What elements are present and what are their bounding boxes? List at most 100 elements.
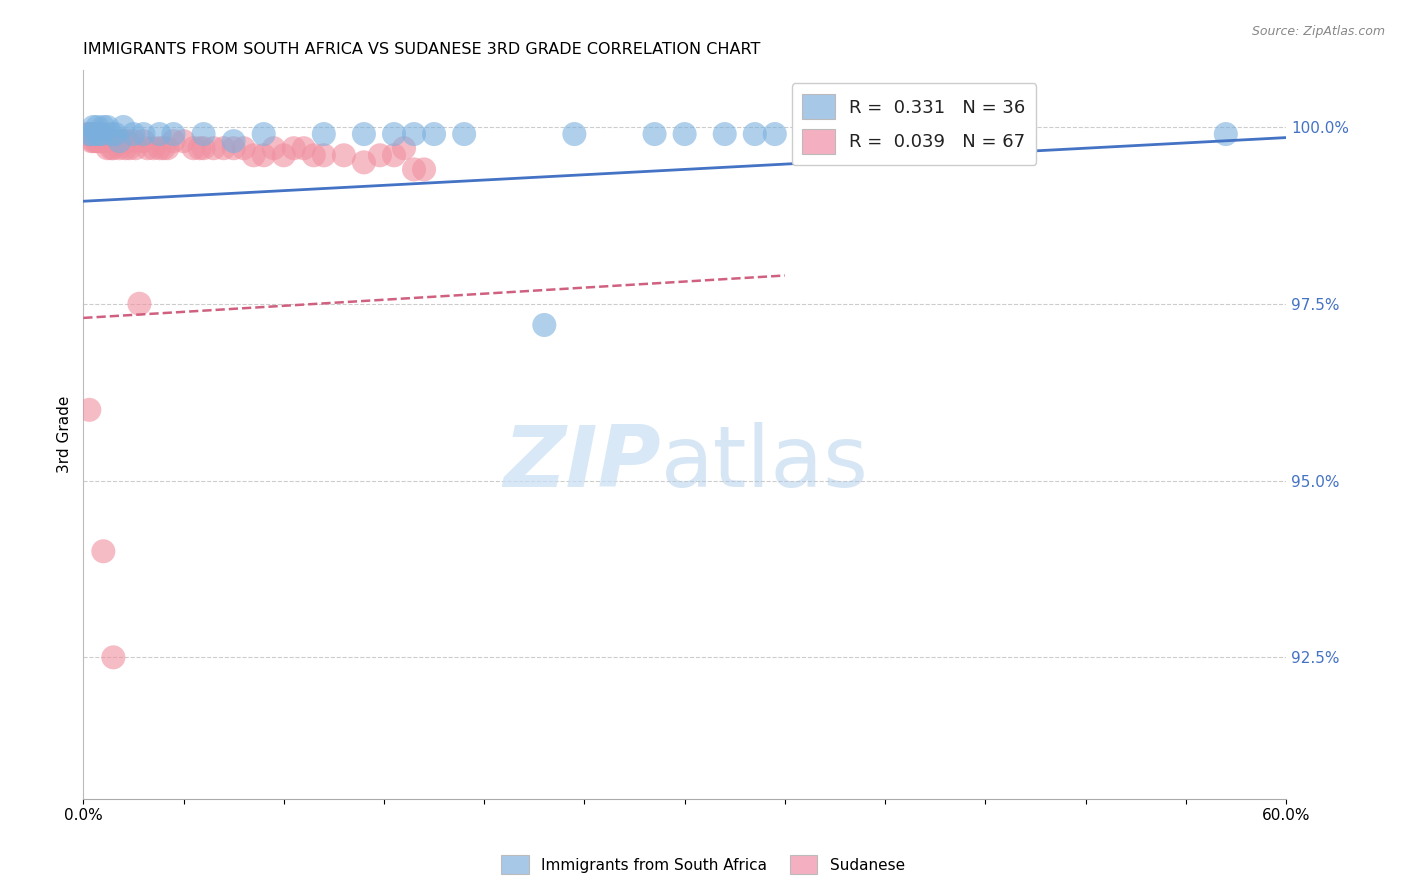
Point: [222, 134, 245, 148]
Point: [413, 162, 436, 177]
Point: [79, 127, 101, 141]
Point: [82, 120, 104, 134]
Legend: R =  0.331   N = 36, R =  0.039   N = 67: R = 0.331 N = 36, R = 0.039 N = 67: [792, 83, 1036, 165]
Point: [108, 134, 131, 148]
Point: [91, 127, 114, 141]
Point: [89, 127, 111, 141]
Point: [148, 127, 170, 141]
Point: [162, 134, 184, 148]
Point: [253, 148, 276, 162]
Text: Source: ZipAtlas.com: Source: ZipAtlas.com: [1251, 25, 1385, 38]
Point: [114, 141, 136, 155]
Point: [232, 141, 254, 155]
Point: [242, 148, 264, 162]
Point: [423, 127, 446, 141]
Point: [79, 402, 101, 417]
Point: [91, 544, 114, 558]
Point: [76, 127, 98, 141]
Point: [96, 120, 118, 134]
Point: [79, 127, 101, 141]
Point: [118, 141, 141, 155]
Point: [80, 127, 103, 141]
Point: [152, 141, 174, 155]
Point: [84, 127, 107, 141]
Point: [188, 141, 211, 155]
Point: [713, 127, 735, 141]
Point: [312, 148, 335, 162]
Point: [353, 155, 375, 169]
Point: [283, 141, 305, 155]
Point: [763, 127, 786, 141]
Text: ZIP: ZIP: [503, 422, 661, 505]
Point: [100, 141, 122, 155]
Point: [82, 127, 104, 141]
Point: [86, 120, 108, 134]
Point: [333, 148, 356, 162]
Point: [222, 141, 245, 155]
Point: [302, 148, 325, 162]
Point: [273, 148, 295, 162]
Point: [312, 127, 335, 141]
Point: [382, 148, 405, 162]
Point: [644, 127, 666, 141]
Point: [112, 120, 135, 134]
Text: IMMIGRANTS FROM SOUTH AFRICA VS SUDANESE 3RD GRADE CORRELATION CHART: IMMIGRANTS FROM SOUTH AFRICA VS SUDANESE…: [83, 42, 761, 57]
Point: [80, 127, 103, 141]
Text: atlas: atlas: [661, 422, 869, 505]
Legend: Immigrants from South Africa, Sudanese: Immigrants from South Africa, Sudanese: [495, 849, 911, 880]
Point: [98, 134, 121, 148]
Point: [91, 134, 114, 148]
Point: [673, 127, 696, 141]
Point: [105, 134, 128, 148]
Point: [82, 134, 104, 148]
Point: [122, 134, 145, 148]
Point: [94, 134, 117, 148]
Point: [124, 141, 146, 155]
Point: [132, 127, 155, 141]
Point: [108, 141, 131, 155]
Point: [368, 148, 391, 162]
Point: [202, 141, 225, 155]
Point: [90, 134, 112, 148]
Point: [392, 141, 415, 155]
Point: [173, 134, 195, 148]
Point: [564, 127, 586, 141]
Y-axis label: 3rd Grade: 3rd Grade: [58, 396, 72, 474]
Point: [112, 134, 135, 148]
Point: [90, 127, 112, 141]
Point: [89, 134, 111, 148]
Point: [96, 134, 118, 148]
Point: [453, 127, 475, 141]
Point: [142, 141, 165, 155]
Point: [104, 127, 127, 141]
Point: [103, 650, 125, 665]
Point: [162, 127, 184, 141]
Point: [292, 141, 315, 155]
Point: [136, 141, 159, 155]
Point: [84, 134, 107, 148]
Point: [86, 134, 108, 148]
Point: [193, 141, 215, 155]
Point: [1215, 127, 1237, 141]
Point: [148, 141, 170, 155]
Point: [402, 162, 425, 177]
Point: [89, 127, 111, 141]
Point: [183, 141, 205, 155]
Point: [79, 127, 101, 141]
Point: [104, 134, 127, 148]
Point: [793, 127, 815, 141]
Point: [91, 120, 114, 134]
Point: [103, 141, 125, 155]
Point: [533, 318, 555, 332]
Point: [382, 127, 405, 141]
Point: [80, 134, 103, 148]
Point: [122, 127, 145, 141]
Point: [90, 134, 112, 148]
Point: [744, 127, 766, 141]
Point: [193, 127, 215, 141]
Point: [156, 141, 179, 155]
Point: [84, 127, 107, 141]
Point: [117, 134, 139, 148]
Point: [100, 127, 122, 141]
Point: [110, 134, 132, 148]
